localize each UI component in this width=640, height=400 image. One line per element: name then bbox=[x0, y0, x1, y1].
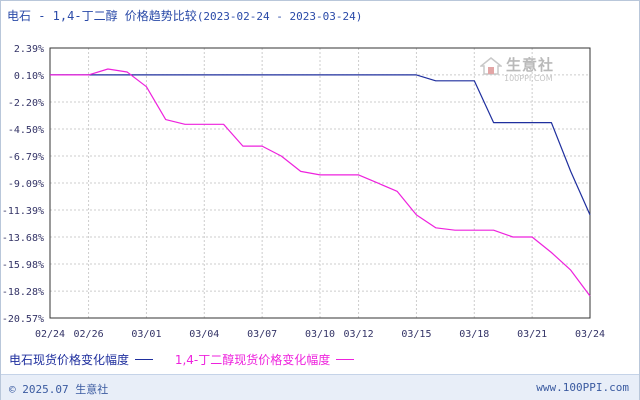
legend-label-series1: 电石现货价格变化幅度 bbox=[9, 353, 130, 367]
title-date-range: (2023-02-24 - 2023-03-24) bbox=[196, 10, 363, 23]
x-tick-label: 03/24 bbox=[575, 329, 605, 340]
x-tick-label: 03/04 bbox=[189, 329, 219, 340]
y-tick-label: -11.39% bbox=[2, 206, 44, 217]
x-tick-label: 03/07 bbox=[247, 329, 277, 340]
watermark: 生意社 100PPI.COM bbox=[480, 54, 555, 83]
watermark-url: 100PPI.COM bbox=[504, 74, 553, 83]
footer-bar: © 2025.07 生意社 www.100PPI.com bbox=[1, 374, 639, 400]
site-url-link[interactable]: www.100PPI.com bbox=[536, 381, 629, 394]
y-tick-label: -9.09% bbox=[8, 179, 44, 190]
watermark-name: 生意社 bbox=[506, 56, 555, 74]
x-tick-label: 03/15 bbox=[401, 329, 431, 340]
x-tick-label: 02/24 bbox=[35, 329, 65, 340]
y-tick-label: -20.57% bbox=[2, 314, 44, 325]
chart-legend: 电石现货价格变化幅度 1,4-丁二醇现货价格变化幅度 bbox=[9, 351, 372, 368]
y-tick-label: -13.68% bbox=[2, 233, 44, 244]
legend-label-series2: 1,4-丁二醇现货价格变化幅度 bbox=[174, 353, 331, 367]
title-main: 电石 - 1,4-丁二醇 价格趋势比较 bbox=[7, 9, 197, 23]
y-tick-label: 2.39% bbox=[14, 44, 44, 55]
legend-swatch-series2 bbox=[336, 359, 355, 360]
chart-title: 电石 - 1,4-丁二醇 价格趋势比较(2023-02-24 - 2023-03… bbox=[7, 7, 362, 24]
house-icon bbox=[480, 56, 502, 75]
grid-layer bbox=[49, 47, 591, 319]
y-tick-label: 0.10% bbox=[14, 71, 44, 82]
series-line-1 bbox=[50, 74, 591, 216]
x-tick-label: 03/10 bbox=[305, 329, 335, 340]
x-tick-label: 03/18 bbox=[459, 329, 489, 340]
y-tick-label: -15.98% bbox=[2, 260, 44, 271]
y-tick-label: -6.79% bbox=[8, 152, 44, 163]
tick-label-layer: 2.39% 0.10% -2.20% -4.50% -6.79% -9.09% -11.39… bbox=[2, 44, 605, 340]
x-tick-label: 03/21 bbox=[517, 329, 547, 340]
series-line-2 bbox=[50, 68, 591, 297]
legend-item-series2: 1,4-丁二醇现货价格变化幅度 bbox=[174, 351, 355, 368]
copyright-text: © 2025.07 生意社 bbox=[9, 383, 109, 396]
y-tick-label: -4.50% bbox=[8, 125, 44, 136]
x-tick-label: 02/26 bbox=[74, 329, 104, 340]
x-tick-label: 03/12 bbox=[344, 329, 374, 340]
y-tick-label: -2.20% bbox=[8, 98, 44, 109]
legend-item-series1: 电石现货价格变化幅度 bbox=[9, 351, 154, 368]
axis-layer bbox=[49, 47, 591, 319]
series-layer bbox=[50, 68, 591, 297]
legend-swatch-series1 bbox=[135, 359, 154, 360]
y-tick-label: -18.28% bbox=[2, 287, 44, 298]
x-tick-label: 03/01 bbox=[131, 329, 161, 340]
plot-area-border bbox=[49, 47, 591, 319]
